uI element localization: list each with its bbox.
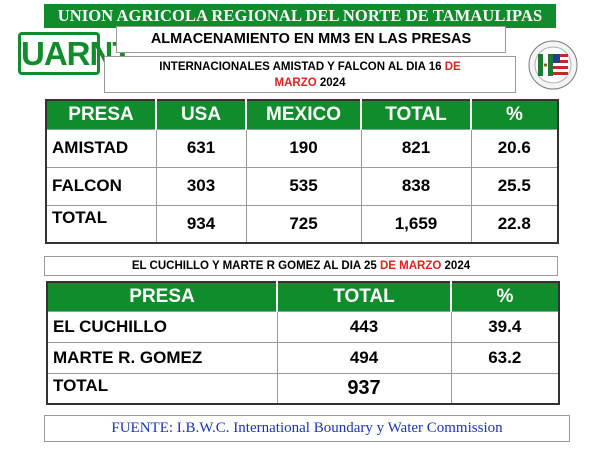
mexico-cell: 535 bbox=[245, 166, 362, 206]
percent-cell bbox=[450, 372, 560, 405]
usa-cell: 303 bbox=[155, 166, 247, 206]
section1-caption: INTERNACIONALES AMISTAD Y FALCON AL DIA … bbox=[104, 56, 516, 93]
international-dams-table: PRESA USA MEXICO TOTAL % AMISTAD 631 190… bbox=[45, 99, 559, 244]
total-cell: 443 bbox=[276, 310, 452, 343]
total-cell: 494 bbox=[276, 341, 452, 374]
table-total-row: TOTAL 934 725 1,659 22.8 bbox=[45, 204, 559, 244]
caption-text: INTERNACIONALES AMISTAD Y FALCON AL DIA … bbox=[159, 61, 445, 73]
table-row: FALCON 303 535 838 25.5 bbox=[45, 166, 559, 206]
percent-cell: 22.8 bbox=[470, 204, 559, 244]
caption-red-text: MARZO bbox=[274, 77, 317, 89]
table-row: AMISTAD 631 190 821 20.6 bbox=[45, 128, 559, 168]
page-title: UNION AGRICOLA REGIONAL DEL NORTE DE TAM… bbox=[44, 4, 556, 28]
column-header: % bbox=[451, 282, 559, 311]
uarnt-logo: UARNT bbox=[18, 32, 132, 75]
percent-cell: 39.4 bbox=[450, 310, 560, 343]
table-row: MARTE R. GOMEZ 494 63.2 bbox=[46, 341, 560, 374]
presa-cell: FALCON bbox=[45, 166, 157, 206]
total-cell: 937 bbox=[276, 372, 452, 405]
percent-cell: 63.2 bbox=[450, 341, 560, 374]
percent-cell: 20.6 bbox=[470, 128, 559, 168]
mexico-cell: 190 bbox=[245, 128, 362, 168]
caption-text: 2024 bbox=[441, 260, 471, 272]
column-header: % bbox=[471, 100, 558, 129]
column-header: TOTAL bbox=[361, 100, 472, 129]
column-header: PRESA bbox=[47, 282, 278, 311]
column-header: MEXICO bbox=[246, 100, 362, 129]
table-header-row: PRESA USA MEXICO TOTAL % bbox=[46, 100, 558, 129]
percent-cell: 25.5 bbox=[470, 166, 559, 206]
caption-text: EL CUCHILLO Y MARTE R GOMEZ AL DIA 25 bbox=[131, 260, 380, 272]
subtitle: ALMACENAMIENTO EN MM3 EN LAS PRESAS bbox=[116, 26, 506, 53]
total-cell: 821 bbox=[360, 128, 472, 168]
caption-text: 2024 bbox=[316, 77, 346, 89]
column-header: USA bbox=[156, 100, 247, 129]
presa-cell: EL CUCHILLO bbox=[46, 310, 278, 343]
column-header: TOTAL bbox=[277, 282, 452, 311]
section2-caption: EL CUCHILLO Y MARTE R GOMEZ AL DIA 25 DE… bbox=[44, 256, 558, 276]
local-dams-table: PRESA TOTAL % EL CUCHILLO 443 39.4 MARTE… bbox=[46, 281, 560, 405]
usa-cell: 934 bbox=[155, 204, 247, 244]
table-total-row: TOTAL 937 bbox=[46, 372, 560, 405]
total-cell: 1,659 bbox=[360, 204, 472, 244]
presa-cell: TOTAL bbox=[46, 372, 278, 405]
column-header: PRESA bbox=[46, 100, 157, 129]
source-note: FUENTE: I.B.W.C. International Boundary … bbox=[44, 415, 570, 442]
caption-red-text: DE bbox=[444, 61, 461, 73]
presa-cell: MARTE R. GOMEZ bbox=[46, 341, 278, 374]
mexico-cell: 725 bbox=[245, 204, 362, 244]
presa-cell: TOTAL bbox=[45, 204, 157, 244]
presa-cell: AMISTAD bbox=[45, 128, 157, 168]
table-row: EL CUCHILLO 443 39.4 bbox=[46, 310, 560, 343]
caption-red-text: DE MARZO bbox=[380, 260, 442, 272]
total-cell: 838 bbox=[360, 166, 472, 206]
usa-cell: 631 bbox=[155, 128, 247, 168]
us-mexico-flags-seal-icon bbox=[528, 40, 578, 90]
table-header-row: PRESA TOTAL % bbox=[47, 282, 559, 311]
